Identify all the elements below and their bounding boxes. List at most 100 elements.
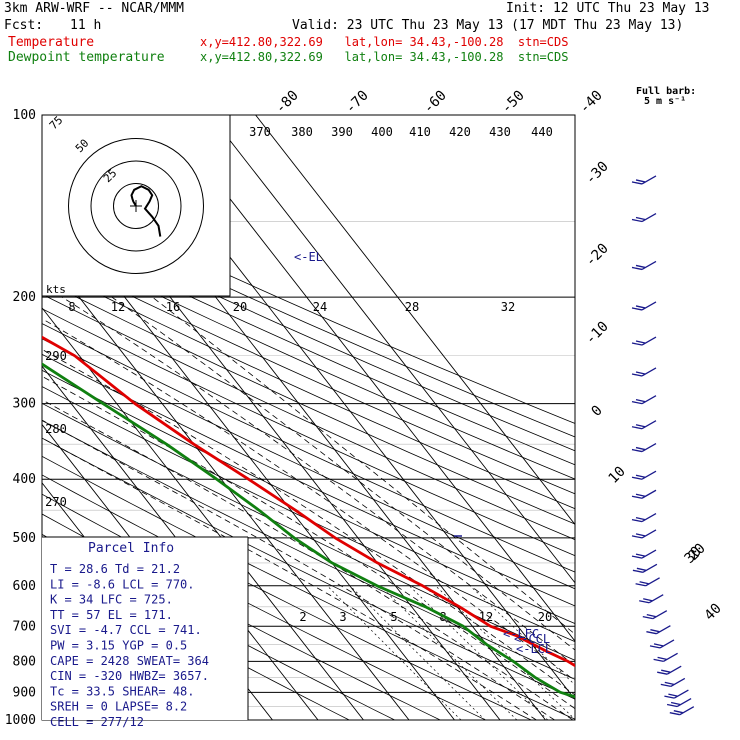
wind-barb-flag xyxy=(635,424,646,428)
plot-frame xyxy=(41,114,576,721)
wind-barbs: Full barb:5 m s⁻¹ xyxy=(631,86,696,716)
hodograph-ring xyxy=(113,183,159,229)
forecast-hours: 11 h xyxy=(70,18,102,33)
wind-barb-flag xyxy=(631,535,643,539)
dry-adiabat-line xyxy=(42,187,575,424)
wind-barb xyxy=(656,625,671,635)
mixing-ratio-label: 24 xyxy=(313,300,327,314)
dry-adiabat-line xyxy=(42,293,575,541)
mixing-ratio-line xyxy=(379,585,518,720)
forecast-label: Fcst: xyxy=(4,18,44,33)
parcel-info-row: PW = 3.15 YGP = 0.5 xyxy=(50,639,187,653)
wind-barb xyxy=(645,577,660,587)
theta-tick-label: 420 xyxy=(449,125,471,139)
wind-barb-flag xyxy=(636,567,647,571)
parcel-info-row: TT = 57 EL = 171. xyxy=(50,608,173,622)
isotherm-line xyxy=(164,115,575,642)
isotherm-line xyxy=(209,115,575,584)
el-marker: <-EL xyxy=(294,250,323,264)
moist-adiabat-line xyxy=(42,318,575,682)
temperature-trace xyxy=(42,335,575,668)
theta-side-label: 280 xyxy=(45,422,67,436)
pressure-tick-label: 300 xyxy=(13,397,36,412)
wind-barb-flag xyxy=(646,614,656,618)
theta-side-label: 290 xyxy=(45,349,67,363)
wind-barb-flag xyxy=(664,695,675,699)
wind-barb-flag xyxy=(635,216,646,221)
wind-barb-flag xyxy=(666,703,678,708)
mixing-ratio-label: 32 xyxy=(501,300,515,314)
mixing-ratio-label: 2 xyxy=(299,610,306,624)
theta-tick-label: 430 xyxy=(489,125,511,139)
theta-tick-label: 380 xyxy=(291,125,313,139)
wind-barb xyxy=(648,594,664,604)
wind-barb xyxy=(641,175,657,185)
ccl-marker: <-CCL xyxy=(514,632,550,646)
wind-barb-flag xyxy=(669,712,680,716)
wind-barb-flag xyxy=(635,371,646,375)
wind-barb-flag xyxy=(653,658,664,663)
mixing-ratio-label: 20 xyxy=(233,300,247,314)
temperature-tick-label: -60 xyxy=(421,88,450,117)
wind-barb-flag xyxy=(631,342,643,346)
temperature-legend: Temperature xyxy=(8,35,95,50)
isotherm-line xyxy=(255,115,575,526)
temperature-tick-label: -80 xyxy=(273,88,302,117)
wind-barb xyxy=(641,420,657,430)
parcel-info-row: CIN = -320 HWBZ= 3657. xyxy=(50,669,209,683)
wind-barb xyxy=(641,442,657,453)
mixing-ratio-line xyxy=(435,585,575,720)
wind-barb xyxy=(641,260,657,271)
mixing-ratio-line xyxy=(349,585,486,720)
dry-adiabat-line xyxy=(42,369,575,625)
lfc-marker: <-LFC xyxy=(503,627,539,641)
dewpoint-trace xyxy=(42,362,575,699)
wind-barb-flag xyxy=(673,710,683,714)
dry-adiabat-line xyxy=(42,279,575,525)
wind-barb-flag xyxy=(643,598,653,602)
temperature-tick-label: -40 xyxy=(577,88,606,117)
dry-adiabat-line xyxy=(42,437,575,700)
pressure-tick-label: 800 xyxy=(13,654,36,669)
wind-barb-flag xyxy=(631,476,643,480)
wind-barb xyxy=(641,367,657,377)
wind-barb-flag xyxy=(661,669,671,673)
wind-barb-flag xyxy=(635,340,646,344)
dry-adiabat-line xyxy=(42,200,575,438)
wind-barb-flag xyxy=(631,218,643,223)
wind-barb-flag xyxy=(635,179,646,183)
wind-barb-flag xyxy=(650,629,660,633)
wind-barb xyxy=(641,336,657,346)
theta-tick-label: 390 xyxy=(331,125,353,139)
wind-barb xyxy=(642,563,658,573)
dry-adiabat-line xyxy=(42,238,575,480)
pressure-tick-label: 200 xyxy=(13,290,36,305)
dry-adiabat-line xyxy=(42,402,575,661)
wind-barb-flag xyxy=(635,446,646,451)
wind-barb-flag xyxy=(635,399,646,403)
pressure-tick-label: 900 xyxy=(13,685,36,700)
moist-adiabat-line xyxy=(42,375,575,710)
mixing-ratio-label: 12 xyxy=(111,300,125,314)
mixing-ratio-label: 3 xyxy=(339,610,346,624)
mixing-ratio-line xyxy=(469,585,575,686)
hodograph-trace xyxy=(130,185,162,237)
wind-barb xyxy=(641,489,657,499)
temperature-tick-label: -20 xyxy=(583,241,612,270)
isotherm-line xyxy=(42,248,410,720)
hodograph-unit-label: kts xyxy=(46,283,66,296)
parcel-info-box: Parcel Info T = 28.6 Td = 21.2LI = -8.6 L… xyxy=(42,536,249,729)
wind-barb xyxy=(641,395,657,405)
pressure-tick-label: 1000 xyxy=(5,713,36,728)
wind-barb xyxy=(641,470,657,480)
wind-barb-flag xyxy=(660,683,671,688)
wind-barb-flag xyxy=(635,264,646,269)
wind-barb-flag xyxy=(635,583,646,587)
init-time: Init: 12 UTC Thu 23 May 13 xyxy=(506,1,710,16)
dry-adiabat-line xyxy=(42,353,575,607)
level-markers: <-EL <-LFC<-CCL<-LCL xyxy=(294,250,552,656)
mixing-ratio-label: 28 xyxy=(405,300,419,314)
pressure-tick-label: 600 xyxy=(13,579,36,594)
theta-tick-label: 370 xyxy=(249,125,271,139)
